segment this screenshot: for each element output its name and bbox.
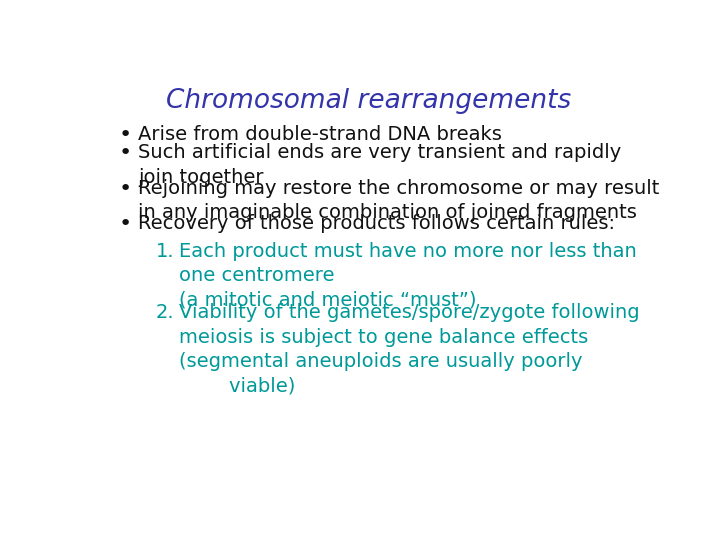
Text: Recovery of those products follows certain rules:: Recovery of those products follows certa… [138, 214, 615, 233]
Text: 2.: 2. [156, 303, 174, 322]
Text: •: • [118, 214, 132, 234]
Text: •: • [118, 143, 132, 163]
Text: Rejoining may restore the chromosome or may result
in any imaginable combination: Rejoining may restore the chromosome or … [138, 179, 660, 222]
Text: 1.: 1. [156, 242, 174, 261]
Text: •: • [118, 179, 132, 199]
Text: Chromosomal rearrangements: Chromosomal rearrangements [166, 88, 572, 114]
Text: Each product must have no more nor less than
one centromere
(a mitotic and meiot: Each product must have no more nor less … [179, 242, 637, 309]
Text: Viability of the gametes/spore/zygote following
meiosis is subject to gene balan: Viability of the gametes/spore/zygote fo… [179, 303, 640, 395]
Text: •: • [118, 125, 132, 145]
Text: Such artificial ends are very transient and rapidly
join together: Such artificial ends are very transient … [138, 143, 621, 187]
Text: Arise from double-strand DNA breaks: Arise from double-strand DNA breaks [138, 125, 502, 144]
